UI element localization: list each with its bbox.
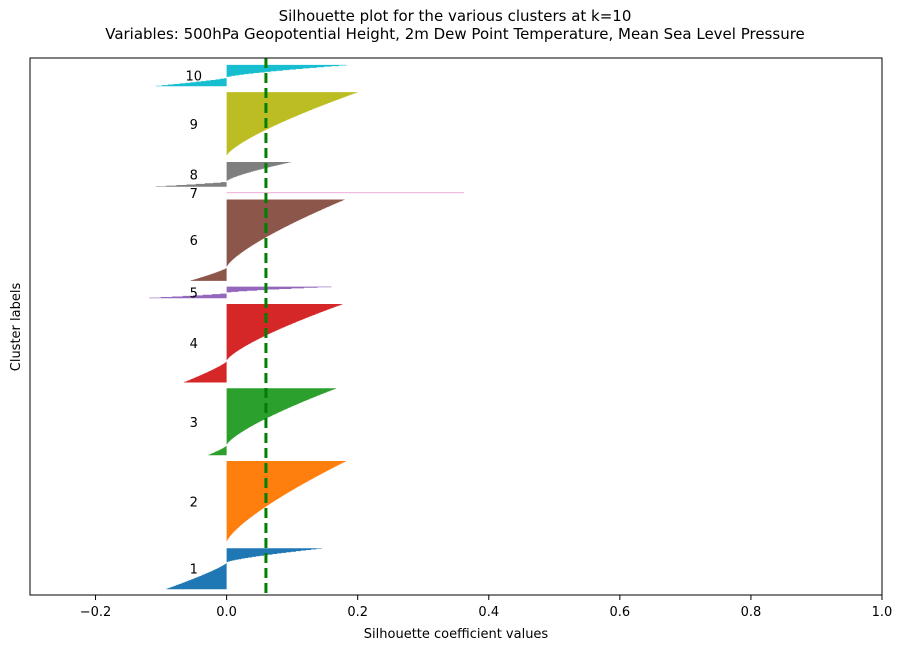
cluster-label-4: 4	[190, 337, 198, 352]
silhouette-cluster-3	[208, 388, 337, 456]
x-tick-label: 1.0	[872, 605, 893, 620]
x-axis-label: Silhouette coefficient values	[364, 627, 549, 642]
cluster-label-2: 2	[190, 496, 198, 511]
cluster-label-9: 9	[190, 118, 198, 133]
silhouette-cluster-9	[226, 92, 358, 157]
cluster-labels: 1 2 3 4 5 6 7 8 9 10	[186, 70, 203, 578]
plot-frame	[29, 57, 883, 596]
x-tick-label: 0.2	[347, 605, 368, 620]
silhouette-cluster-1	[166, 548, 322, 590]
cluster-label-5: 5	[190, 286, 198, 301]
silhouette-bars	[149, 64, 464, 590]
silhouette-cluster-2	[226, 461, 346, 543]
x-axis: −0.2 0.0 0.2 0.4 0.6 0.8 1.0	[80, 595, 893, 620]
y-axis-label: Cluster labels	[9, 283, 24, 372]
cluster-label-1: 1	[190, 563, 198, 578]
x-tick-label: −0.2	[80, 605, 112, 620]
x-tick-label: 0.6	[610, 605, 631, 620]
chart-subtitle: Variables: 500hPa Geopotential Height, 2…	[105, 25, 805, 43]
x-tick-label: 0.0	[216, 605, 237, 620]
cluster-label-8: 8	[190, 168, 198, 183]
silhouette-cluster-5	[149, 286, 332, 299]
silhouette-cluster-4	[184, 303, 343, 383]
cluster-label-3: 3	[190, 416, 198, 431]
chart-title: Silhouette plot for the various clusters…	[279, 7, 632, 25]
cluster-label-10: 10	[186, 70, 203, 85]
x-tick-label: 0.4	[478, 605, 499, 620]
silhouette-cluster-6	[190, 199, 345, 281]
silhouette-cluster-8	[155, 161, 291, 187]
silhouette-cluster-10	[155, 64, 347, 87]
cluster-label-6: 6	[190, 234, 198, 249]
silhouette-cluster-7	[226, 192, 464, 194]
x-tick-label: 0.8	[741, 605, 762, 620]
cluster-label-7: 7	[190, 187, 198, 202]
